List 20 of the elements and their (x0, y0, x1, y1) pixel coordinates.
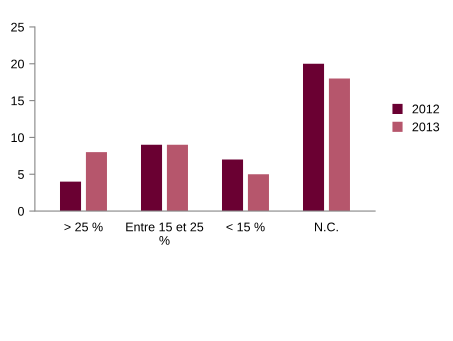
y-tick-label: 25 (11, 22, 24, 32)
x-tick-label: < 15 % (226, 222, 265, 232)
y-tick-label: 5 (18, 170, 24, 179)
bar (140, 144, 162, 212)
bar (86, 152, 107, 212)
y-tick-label: 20 (11, 60, 24, 68)
bar (302, 64, 324, 212)
x-tick-label: > 25 % (64, 222, 103, 232)
bar (222, 160, 244, 212)
bar (328, 78, 350, 212)
bar (60, 182, 82, 212)
legend-label: 2013 (412, 122, 440, 132)
bar (166, 144, 188, 212)
y-tick-label: 10 (12, 133, 24, 142)
y-tick-label: 0 (18, 206, 24, 216)
legend-label: 2012 (412, 104, 440, 114)
bar (248, 174, 269, 212)
x-tick-label: N.C. (315, 222, 338, 232)
y-tick-label: 15 (12, 96, 24, 106)
x-tick-label: Entre 15 et 25 % (126, 222, 204, 245)
